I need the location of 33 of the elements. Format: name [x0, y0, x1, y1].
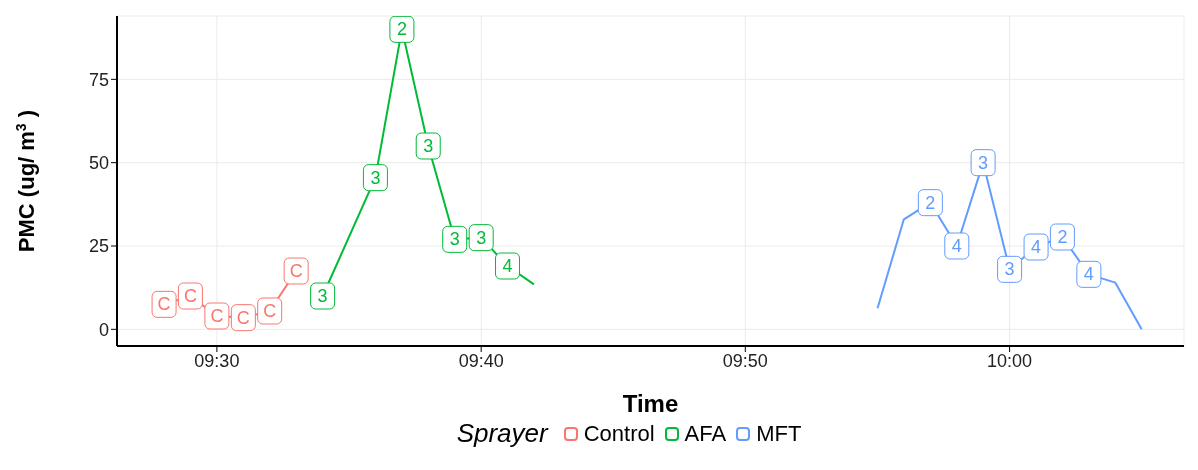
annotation: C	[289, 261, 303, 281]
annotation: 3	[978, 152, 989, 173]
x-tick-label: 09:40	[458, 350, 504, 371]
legend-title: Sprayer	[456, 418, 548, 449]
annotation: C	[157, 294, 171, 315]
annotation: 3	[423, 136, 434, 156]
annotation: 3	[476, 227, 487, 248]
y-tick-label: 50	[88, 153, 109, 174]
annotation: 2	[396, 19, 407, 40]
annotation: 3	[1004, 259, 1015, 280]
annotation: C	[236, 307, 250, 328]
x-axis-title: Time	[622, 390, 679, 417]
annotation: C	[183, 286, 197, 306]
legend-label: MFT	[756, 420, 802, 447]
annotation: C	[210, 306, 224, 326]
annotation: 2	[925, 192, 936, 213]
annotation: 4	[1083, 264, 1094, 285]
legend-label: AFA	[684, 420, 727, 447]
annotation: 4	[1031, 237, 1042, 257]
x-tick-label: 09:50	[722, 350, 768, 371]
y-tick-label: 0	[98, 319, 109, 340]
annotation: 4	[502, 256, 513, 276]
annotation: 3	[317, 286, 328, 306]
annotation: 3	[449, 229, 460, 250]
y-tick-label: 75	[88, 69, 109, 90]
x-tick-label: 10:00	[987, 350, 1033, 371]
annotation: 4	[951, 236, 962, 256]
annotation: 3	[370, 167, 381, 188]
x-tick-label: 09:30	[194, 350, 240, 371]
y-tick-label: 25	[88, 236, 109, 257]
annotation: 2	[1057, 227, 1068, 247]
annotation: C	[263, 301, 277, 321]
legend-label: Control	[583, 420, 655, 447]
